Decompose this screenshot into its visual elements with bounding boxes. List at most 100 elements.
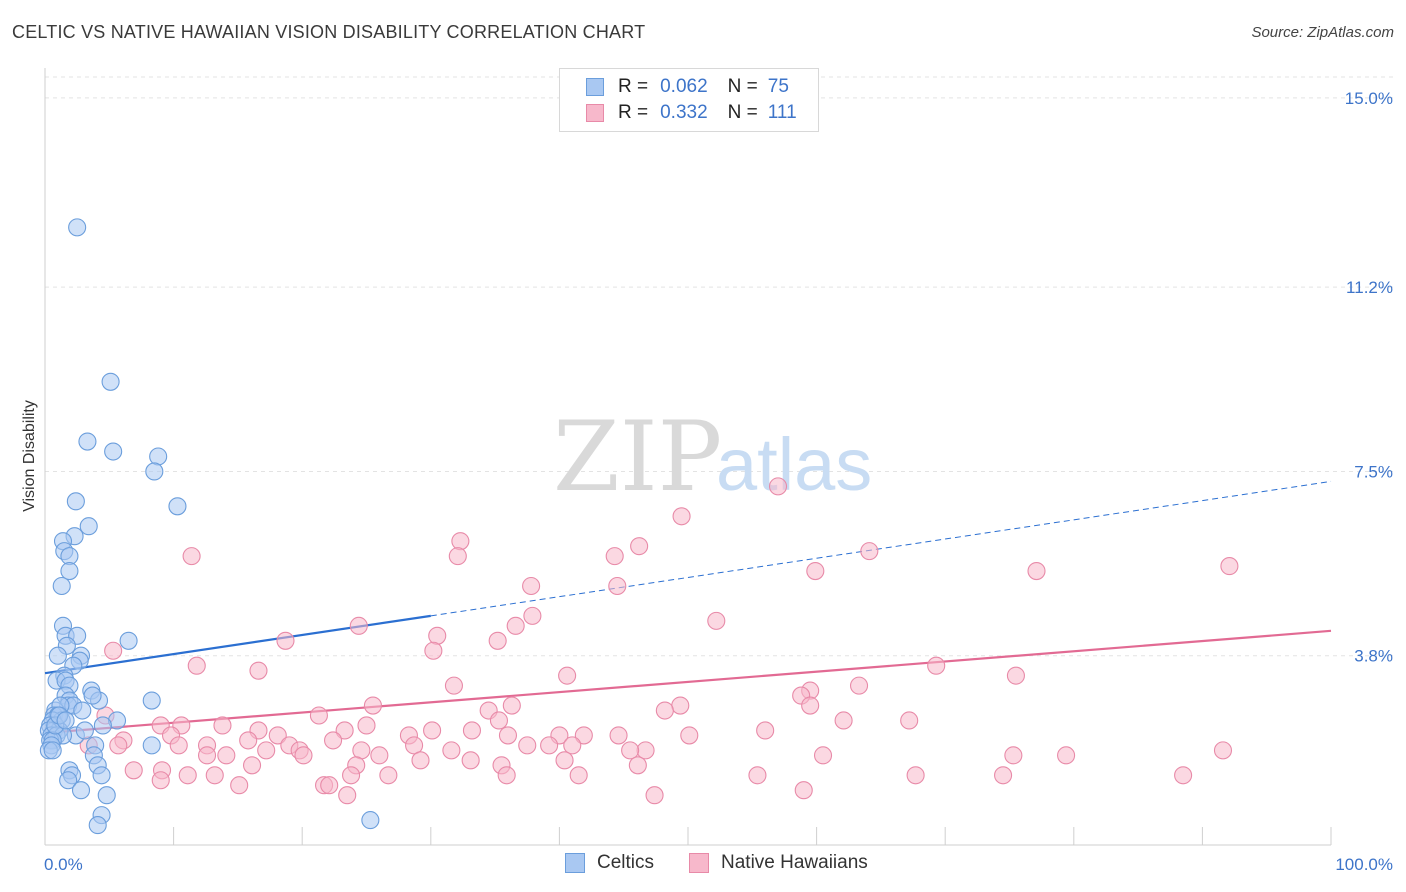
chart-title: CELTIC VS NATIVE HAWAIIAN VISION DISABIL…	[12, 22, 646, 42]
hawaiians-point	[349, 616, 368, 635]
hawaiians-point	[276, 631, 295, 650]
hawaiians-point	[1174, 766, 1193, 785]
legend-n-label: N =	[727, 76, 758, 97]
hawaiians-point	[497, 766, 516, 785]
hawaiians-point	[628, 756, 647, 775]
hawaiians-point	[423, 721, 442, 740]
celtics-point	[66, 492, 85, 511]
hawaiians-point	[813, 746, 833, 765]
hawaiians-point	[680, 726, 699, 745]
celtics-point	[78, 432, 97, 451]
celtics-point	[149, 447, 168, 466]
hawaiians-point	[645, 786, 664, 805]
hawaiians-point	[187, 656, 206, 675]
celtics-point	[361, 811, 380, 830]
watermark-zip: ZIP	[553, 401, 722, 513]
hawaiians-point	[927, 656, 946, 675]
celtics-point	[97, 786, 116, 805]
legend-r-label: R =	[618, 102, 649, 123]
hawaiians-point	[217, 746, 236, 765]
stats-legend: R = 0.062 N = 75 R = 0.332 N = 111	[559, 68, 819, 132]
hawaiians-point	[630, 537, 649, 556]
hawaiians-point	[860, 542, 879, 561]
hawaiians-point	[230, 776, 249, 795]
hawaiians-point	[335, 721, 354, 740]
hawaiians-point	[756, 721, 775, 740]
y-tick-label: 11.2%	[1346, 278, 1393, 297]
hawaiians-swatch	[586, 104, 604, 122]
y-tick-label: 15.0%	[1345, 89, 1393, 108]
hawaiians-point	[461, 751, 480, 770]
y-axis-label: Vision Disability	[21, 400, 38, 512]
celtics-point	[75, 721, 94, 740]
data-points	[39, 218, 1239, 835]
hawaiians-point	[794, 781, 813, 800]
hawaiians-point	[342, 766, 361, 785]
celtics-swatch	[565, 853, 585, 873]
bottom-legend-hawaiians: Native Hawaiians	[689, 852, 868, 874]
hawaiians-point	[324, 731, 343, 750]
axis-ticks: 3.8% 7.5% 11.2% 15.0% 0.0% 100.0%	[44, 89, 1393, 874]
y-tick-label: 3.8%	[1354, 647, 1393, 666]
hawaiians-point	[268, 726, 287, 745]
legend-n-label: N =	[727, 102, 758, 123]
hawaiians-point	[834, 711, 853, 730]
hawaiians-point	[569, 766, 588, 785]
hawaiians-point	[442, 741, 461, 760]
celtics-point	[145, 462, 164, 481]
hawaiians-point	[672, 507, 691, 526]
hawaiians-point	[363, 696, 382, 715]
hawaiians-point	[379, 766, 398, 785]
hawaiians-point	[906, 766, 925, 785]
celtics-trend-line	[44, 614, 431, 675]
celtics-point	[48, 646, 67, 665]
hawaiians-point	[104, 641, 123, 660]
hawaiians-point	[249, 661, 268, 680]
hawaiians-point	[444, 676, 463, 695]
celtics-point	[43, 741, 62, 760]
hawaiians-point	[1057, 746, 1076, 765]
celtics-trend-extension	[430, 480, 1332, 617]
hawaiians-point	[502, 696, 521, 715]
celtics-point	[73, 701, 92, 720]
hawaiians-point	[424, 641, 443, 660]
hawaiians-swatch	[689, 853, 709, 873]
celtics-point	[68, 218, 87, 237]
hawaiians-point	[558, 666, 577, 685]
source-note: Source: ZipAtlas.com	[1251, 24, 1394, 41]
x-tick-label: 100.0%	[1335, 855, 1393, 874]
hawaiians-point	[151, 771, 170, 790]
bottom-legend-celtics: Celtics	[565, 852, 654, 874]
celtics-label: Celtics	[597, 852, 655, 873]
hawaiians-point	[257, 741, 276, 760]
hawaiians-point	[294, 746, 313, 765]
hawaiians-point	[522, 576, 541, 596]
hawaiians-point	[849, 676, 869, 695]
hawaiians-point	[1006, 666, 1025, 685]
hawaiians-point	[239, 731, 258, 750]
hawaiians-point	[563, 736, 582, 755]
celtics-point	[56, 711, 75, 730]
celtics-point	[101, 372, 120, 391]
axes	[44, 68, 1332, 846]
hawaiians-point	[523, 606, 542, 625]
celtics-point	[52, 576, 71, 596]
hawaiians-point	[169, 736, 188, 755]
x-tick-label: 0.0%	[44, 855, 83, 874]
hawaiians-point	[498, 726, 518, 745]
hawaiians-point	[806, 562, 825, 581]
hawaiians-label: Native Hawaiians	[721, 852, 868, 873]
hawaiians-point	[994, 766, 1013, 785]
hawaiians-point	[182, 547, 201, 566]
hawaiians-point	[1004, 746, 1023, 765]
hawaiians-point	[448, 547, 467, 566]
hawaiians-point	[178, 766, 197, 785]
hawaiians-point	[707, 611, 726, 630]
hawaiians-point	[671, 696, 690, 715]
grid-lines	[45, 76, 1395, 657]
hawaiians-point	[242, 756, 262, 775]
y-tick-label: 7.5%	[1354, 462, 1393, 481]
hawaiians-point	[608, 576, 627, 596]
hawaiians-point	[621, 741, 640, 760]
